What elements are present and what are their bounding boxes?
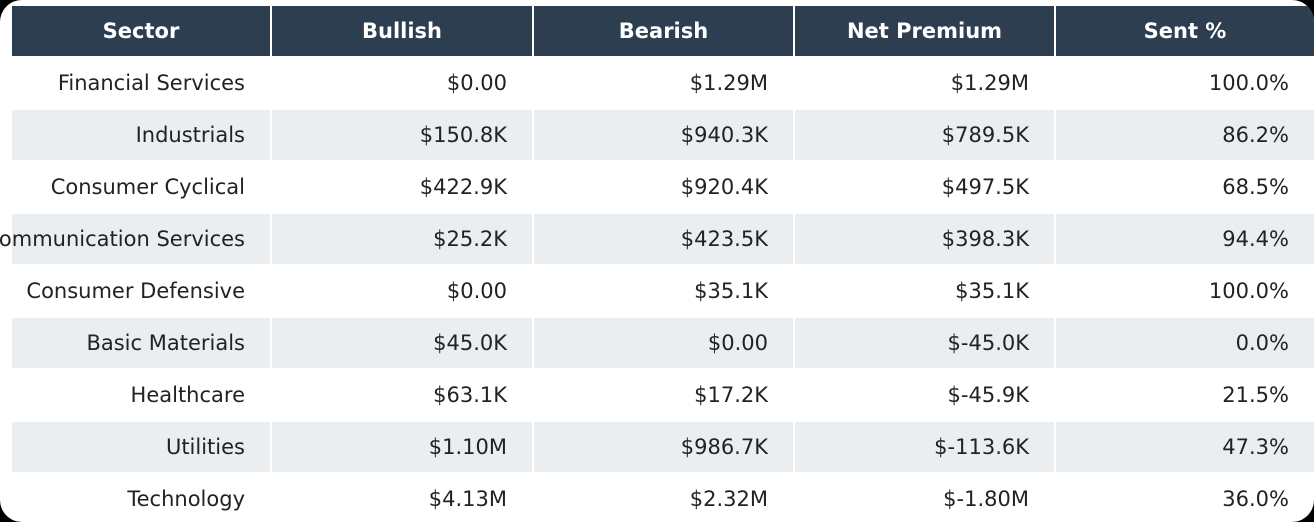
value-cell: $35.1K [955, 279, 1029, 303]
value-cell: $-45.0K [795, 318, 1054, 368]
value-cell: $423.5K [534, 214, 793, 264]
value-cell: $63.1K [433, 383, 507, 407]
sector-cell: Consumer Cyclical [50, 175, 245, 199]
value-cell: $-1.80M [943, 487, 1029, 511]
value-cell: $940.3K [534, 110, 793, 160]
value-cell: $789.5K [795, 110, 1054, 160]
value-cell: 0.0% [1056, 318, 1314, 368]
column-header: Sector [12, 6, 270, 56]
value-cell: $0.00 [534, 318, 793, 368]
column-header: Sent % [1056, 6, 1314, 56]
value-cell: $150.8K [272, 110, 532, 160]
value-cell: $-113.6K [795, 422, 1054, 472]
value-cell: 36.0% [1222, 487, 1289, 511]
value-cell: $4.13M [428, 487, 507, 511]
value-cell: $0.00 [446, 71, 507, 95]
value-cell: $2.32M [689, 487, 768, 511]
sector-cell: Utilities [12, 422, 270, 472]
value-cell: 21.5% [1222, 383, 1289, 407]
sector-cell: Technology [127, 487, 245, 511]
sector-cell: Healthcare [130, 383, 245, 407]
value-cell: $497.5K [941, 175, 1029, 199]
sector-cell: Basic Materials [12, 318, 270, 368]
value-cell: 68.5% [1222, 175, 1289, 199]
value-cell: $35.1K [694, 279, 768, 303]
value-cell: $45.0K [272, 318, 532, 368]
sector-cell: Consumer Defensive [26, 279, 245, 303]
column-header: Bearish [534, 6, 793, 56]
value-cell: $25.2K [272, 214, 532, 264]
value-cell: $-45.9K [947, 383, 1029, 407]
sector-cell: Financial Services [57, 71, 245, 95]
value-cell: 47.3% [1056, 422, 1314, 472]
value-cell: $17.2K [694, 383, 768, 407]
value-cell: 100.0% [1208, 279, 1289, 303]
value-cell: 86.2% [1056, 110, 1314, 160]
column-header: Net Premium [795, 6, 1054, 56]
sector-cell: Industrials [12, 110, 270, 160]
value-cell: $1.10M [272, 422, 532, 472]
value-cell: $398.3K [795, 214, 1054, 264]
value-cell: $1.29M [689, 71, 768, 95]
value-cell: 100.0% [1208, 71, 1289, 95]
value-cell: $422.9K [419, 175, 507, 199]
value-cell: $986.7K [534, 422, 793, 472]
value-cell: 94.4% [1056, 214, 1314, 264]
value-cell: $1.29M [950, 71, 1029, 95]
column-header: Bullish [272, 6, 532, 56]
value-cell: $0.00 [446, 279, 507, 303]
value-cell: $920.4K [680, 175, 768, 199]
sector-cell: Communication Services [0, 214, 270, 264]
